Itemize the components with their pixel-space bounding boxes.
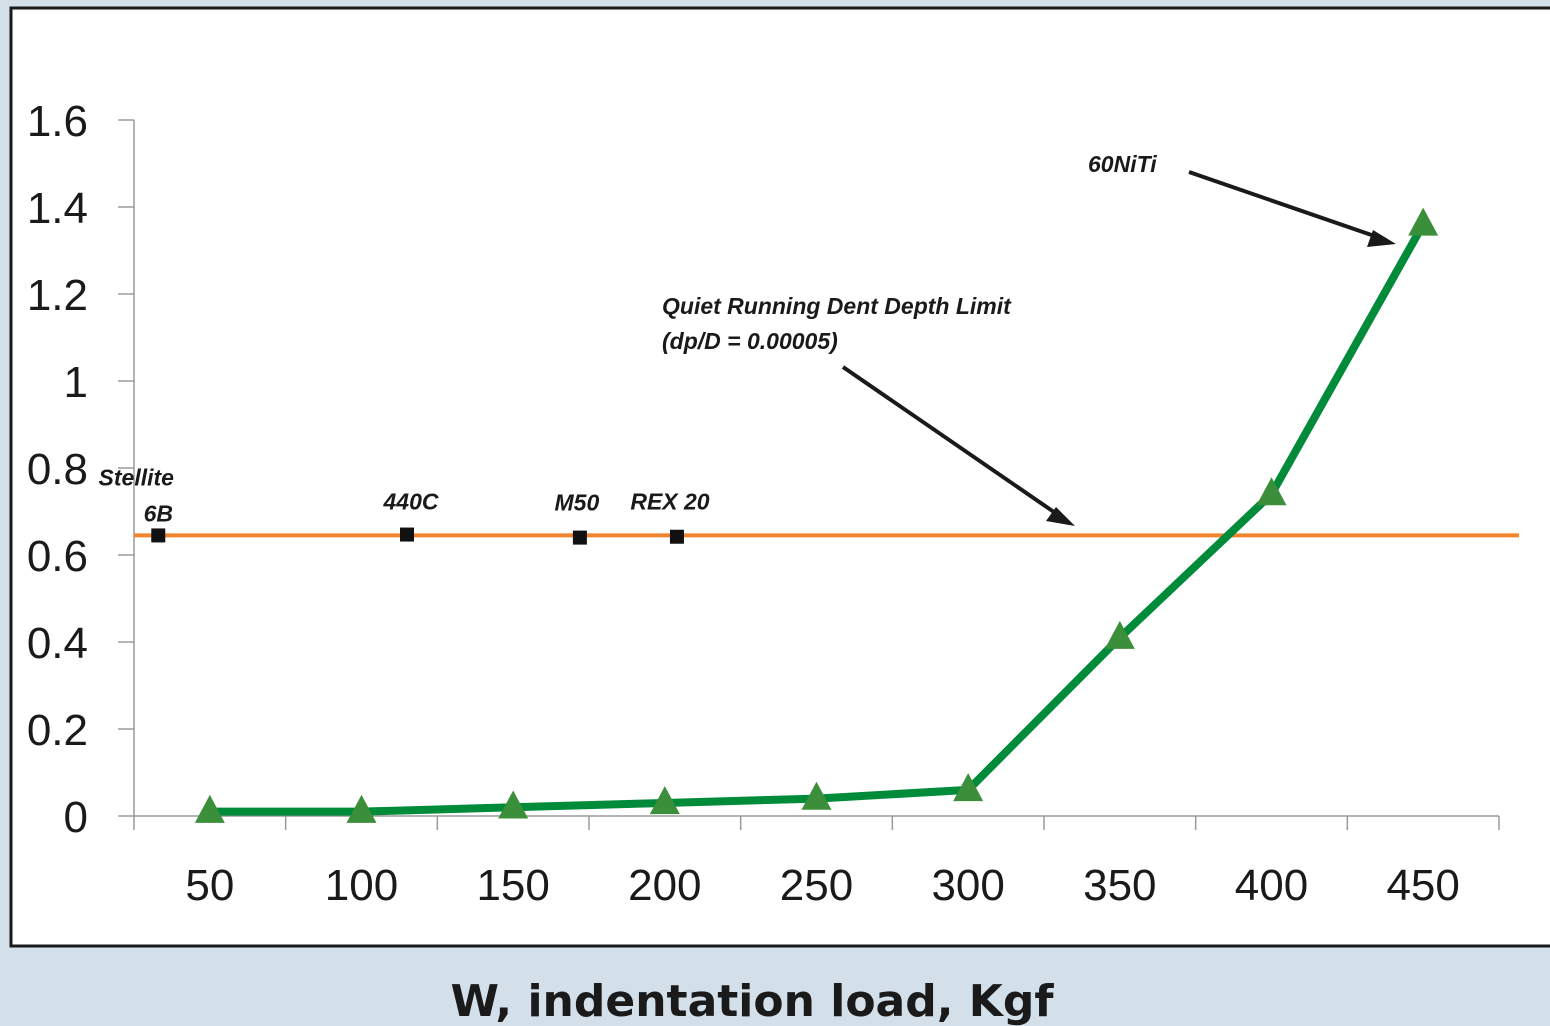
niti-arrow-head	[1367, 230, 1396, 247]
x-tick-label: 350	[1083, 861, 1156, 910]
x-tick-label: 250	[780, 861, 853, 910]
x-tick-label: 200	[628, 861, 701, 910]
x-axis-title: W, indentation load, Kgf	[450, 976, 1054, 1026]
material-label: REX 20	[630, 489, 709, 515]
y-tick-label: 0.8	[27, 445, 88, 494]
limit-annotation-arrow	[841, 365, 1069, 523]
x-tick-label: 400	[1235, 861, 1308, 910]
y-tick-label: 0.6	[27, 532, 88, 581]
y-tick-label: 1.4	[27, 184, 88, 233]
limit-annotation-line1: Quiet Running Dent Depth Limit	[662, 293, 1012, 319]
x-tick-label: 450	[1386, 861, 1459, 910]
x-axis-ticks: 50 100 150 200 250 300 350 400 450	[133, 816, 1500, 910]
y-tick-label: 0	[64, 793, 88, 842]
niti-annotation-arrow	[1188, 170, 1387, 242]
limit-arrow-head	[1046, 507, 1075, 526]
material-marker	[151, 528, 166, 543]
x-tick-label: 300	[931, 861, 1004, 910]
y-tick-label: 0.4	[27, 619, 88, 668]
material-marker	[572, 530, 587, 545]
material-label: 440C	[383, 489, 439, 515]
limit-annotation-line2: (dp/D = 0.00005)	[662, 328, 838, 354]
x-tick-label: 50	[185, 861, 234, 910]
y-axis-ticks: 0 0.2 0.4 0.6 0.8 1 1.2 1.4 1.6	[27, 97, 134, 842]
series-marker-triangle	[801, 781, 832, 810]
material-marker	[669, 529, 684, 544]
niti-annotation: 60NiTi	[1088, 151, 1157, 177]
material-label-line2: 6B	[144, 500, 173, 526]
series-marker-triangle	[1256, 477, 1287, 506]
x-tick-label: 100	[325, 861, 398, 910]
material-label: Stellite	[99, 464, 175, 490]
series-marker-triangle	[649, 786, 680, 815]
series-marker-triangle	[1104, 620, 1135, 649]
material-marker	[400, 527, 414, 542]
series-marker-triangle	[346, 794, 377, 823]
series-marker-triangle	[194, 794, 225, 823]
series-markers	[194, 207, 1439, 823]
material-label: M50	[555, 490, 600, 516]
plot-panel	[9, 6, 1550, 948]
series-marker-triangle	[498, 790, 529, 819]
material-markers: Stellite 6B 440C M50 REX 20	[99, 464, 710, 545]
x-tick-label: 150	[476, 861, 549, 910]
y-tick-label: 1.6	[27, 97, 88, 146]
y-tick-label: 0.2	[27, 706, 88, 755]
y-tick-label: 1.2	[27, 271, 88, 320]
series-marker-triangle	[1408, 207, 1439, 236]
series-marker-triangle	[953, 773, 984, 802]
y-tick-label: 1	[64, 358, 88, 407]
